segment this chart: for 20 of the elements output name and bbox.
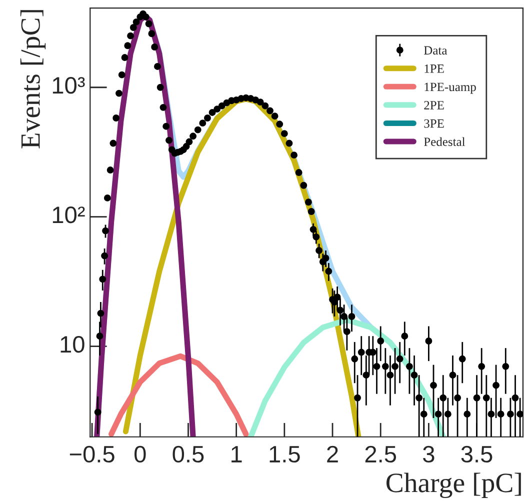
x-tick-label: 3.5 (461, 446, 492, 463)
legend-label: 1PE (424, 64, 444, 73)
y-axis-title: Events [/pC] (20, 10, 46, 148)
x-tick-label: 1 (232, 446, 242, 462)
x-tick-label: 2.5 (365, 446, 396, 463)
x-tick-label: 2 (327, 446, 338, 462)
legend-label: 2PE (424, 101, 444, 110)
x-tick-label: −0.5 (70, 446, 114, 463)
y-tick-label: 10 (60, 336, 84, 353)
x-tick-label: 0.5 (172, 446, 204, 463)
legend-label: Pedestal (424, 137, 466, 146)
legend-label: 3PE (424, 119, 444, 128)
y-tick-label: 10³ (52, 76, 85, 94)
x-tick-label: 0 (134, 446, 146, 463)
y-tick-label: 10² (52, 206, 85, 224)
legend-label: Data (424, 46, 448, 55)
x-axis-title: Charge [pC] (386, 472, 521, 498)
x-tick-label: 3 (423, 446, 434, 463)
legend-label: 1PE-uamp (424, 82, 476, 94)
x-tick-label: 1.5 (270, 446, 300, 463)
